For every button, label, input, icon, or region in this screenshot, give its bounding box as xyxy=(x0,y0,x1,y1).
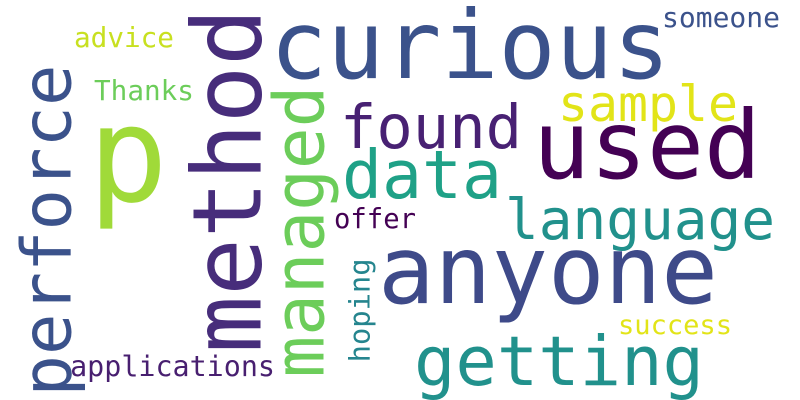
word-offer: offer xyxy=(334,204,416,236)
word-sample: sample xyxy=(558,75,738,134)
word-getting: getting xyxy=(414,321,704,400)
word-perforce: perforce xyxy=(7,63,88,396)
word-advice: advice xyxy=(74,21,174,55)
word-p: p xyxy=(88,78,168,233)
word-data: data xyxy=(342,135,502,214)
word-applications: applications xyxy=(70,349,275,383)
word-thanks: Thanks xyxy=(94,74,194,108)
word-curious: curious xyxy=(270,0,670,101)
word-managed: managed xyxy=(260,86,341,379)
word-used: used xyxy=(533,90,761,201)
word-success: success xyxy=(618,309,732,341)
word-someone: someone xyxy=(662,1,781,34)
word-language: language xyxy=(505,188,775,253)
word-hoping: hoping xyxy=(342,258,377,362)
word-found: found xyxy=(340,92,522,163)
word-anyone: anyone xyxy=(378,216,718,326)
